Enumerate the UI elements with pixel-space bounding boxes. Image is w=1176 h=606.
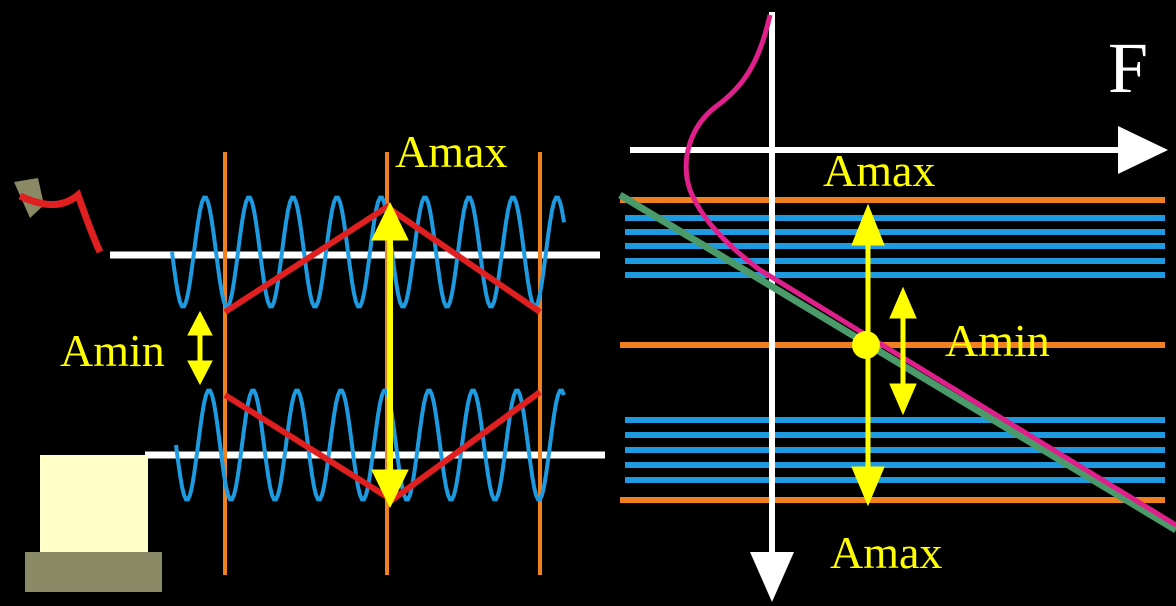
amin-label: Amin bbox=[60, 325, 165, 376]
operating-point bbox=[852, 331, 880, 359]
amax-label: Amax bbox=[830, 527, 942, 578]
base-plate bbox=[25, 552, 162, 592]
background bbox=[0, 0, 1176, 606]
amax-label: Amax bbox=[395, 126, 507, 177]
page: Amax Amin F Amax Amin Ama bbox=[0, 0, 1176, 606]
force-label: F bbox=[1108, 28, 1148, 108]
diagram: Amax Amin F Amax Amin Ama bbox=[0, 0, 1176, 606]
amin-label: Amin bbox=[945, 315, 1050, 366]
base-block bbox=[40, 455, 148, 553]
amax-label: Amax bbox=[823, 145, 935, 196]
